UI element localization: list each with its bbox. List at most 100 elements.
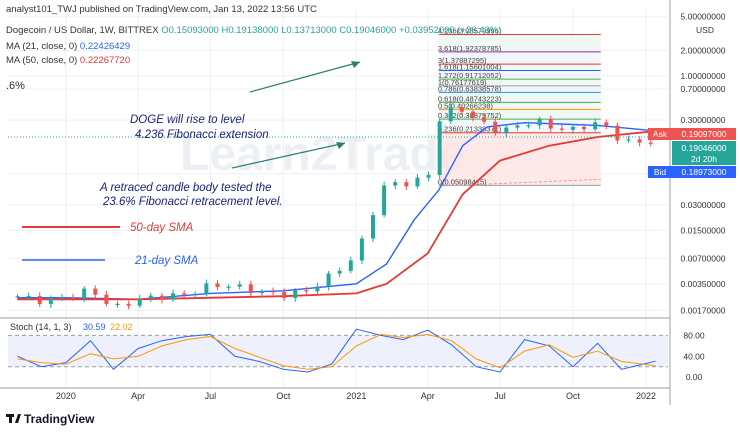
candle-body [59, 297, 64, 299]
fib-band [438, 102, 601, 110]
candle-body [15, 296, 20, 298]
candle-body [304, 290, 309, 292]
tradingview-brand: TradingView [24, 412, 95, 426]
candle-body [182, 293, 187, 295]
time-tick-label: Apr [131, 391, 145, 401]
candle-body [337, 270, 342, 274]
fib-level-label: 0.618(0.48743223) [438, 94, 502, 103]
last-price: 0.19046000 [682, 143, 727, 153]
candle-body [415, 177, 420, 187]
fib-level-label: 4.236(3.08579996) [438, 26, 502, 35]
price-tick-label: 0.70000000 [681, 84, 726, 94]
fib-level-label: 1.618(1.15601004) [438, 63, 502, 72]
time-tick-label: 2021 [346, 391, 366, 401]
grid-lines [8, 10, 668, 388]
candle-body [115, 303, 120, 305]
stochastic-panel: Stoch (14, 1, 3) 30.59 22.02 [8, 322, 668, 373]
candle-body [515, 125, 520, 128]
currency-label: USD [696, 25, 714, 35]
doge-arrow [249, 61, 361, 93]
fib-level-label: 0(0.05098415) [438, 177, 487, 186]
candle-body [315, 286, 320, 292]
price-tick-label: 1.00000000 [681, 71, 726, 81]
candle-body [159, 295, 164, 300]
fib-level-label: 3.618(1.92378785) [438, 44, 502, 53]
candle-body [426, 174, 431, 178]
price-tick-label: 0.01500000 [681, 225, 726, 235]
ma21-value: 0.22426429 [79, 41, 131, 52]
fib-level-label: 3(1.37887295) [438, 56, 487, 65]
candlesticks [15, 103, 653, 310]
ma21-label: MA (21, close, 0) [6, 41, 78, 52]
annotations: DOGE will rise to level 4.236 Fibonacci … [22, 61, 361, 267]
ask-label-box [648, 128, 672, 140]
candle-body [393, 182, 398, 186]
last-price-box [672, 141, 736, 165]
symbol-name: Dogecoin / US Dollar, 1W, BITTREX [6, 25, 159, 36]
fib-band [438, 92, 601, 103]
ma50-value: 0.22267720 [79, 55, 131, 66]
ma21-legend[interactable]: MA (21, close, 0) 0.22426429 [6, 41, 130, 52]
ma50-label: MA (50, close, 0) [6, 55, 78, 66]
fib-level-label: 0.786(0.63838578) [438, 84, 502, 93]
candle-body [526, 125, 531, 127]
candle-body [215, 283, 220, 288]
fib-band [438, 79, 601, 86]
symbol-ohlc: O0.15093000 H0.19138000 L0.13713000 C0.1… [161, 25, 502, 36]
fib-band [438, 51, 601, 65]
fib-trend-line [438, 178, 601, 187]
bar-countdown: 2d 20h [691, 154, 717, 164]
candle-body [126, 303, 131, 306]
time-axis: 2020 Apr Jul Oct 2021 Apr Jul Oct 2022 [56, 391, 656, 401]
candle-body [559, 128, 564, 130]
candle-body [137, 298, 142, 306]
candle-body [371, 215, 375, 239]
stoch-k-line [17, 328, 656, 373]
candle-body [359, 238, 364, 261]
candle-body [437, 121, 442, 175]
fib-band [438, 34, 601, 52]
candle-body [482, 117, 487, 122]
candle-body [404, 182, 409, 187]
stoch-tick-label: 0.00 [686, 372, 703, 382]
price-tick-label: 0.30000000 [681, 115, 726, 125]
price-tick-label: 0.03000000 [681, 200, 726, 210]
candle-body [293, 290, 298, 299]
time-tick-label: Jul [494, 391, 506, 401]
candle-body [71, 297, 76, 299]
ask-price-box [672, 128, 736, 140]
fib-band [438, 109, 601, 120]
candle-body [626, 139, 631, 141]
price-tick-label: 0.00350000 [681, 279, 726, 289]
doge-annotation-line1: DOGE will rise to level [130, 114, 245, 126]
time-tick-label: Oct [566, 391, 581, 401]
fib-level-label: 1(0.76177619) [438, 78, 487, 87]
bid-price: 0.18973000 [682, 167, 727, 177]
stoch-tick-label: 40.00 [683, 351, 705, 361]
candle-body [648, 142, 653, 144]
candle-body [382, 185, 387, 216]
candle-body [26, 296, 31, 298]
retrace-annotation-line2: 23.6% Fibonacci retracement level. [102, 196, 283, 208]
candle-body [604, 122, 609, 126]
stoch-d-line [17, 333, 656, 370]
candle-body [93, 288, 98, 295]
stoch-tick-label: 80.00 [683, 330, 705, 340]
fib-band [438, 70, 601, 80]
ma50-line [17, 130, 656, 301]
doge-arrow-head [351, 61, 360, 68]
stoch-label: Stoch (14, 1, 3) [10, 322, 72, 332]
candle-body [593, 122, 598, 130]
retrace-annotation-line1: A retraced candle body tested the [99, 182, 272, 194]
candle-body [548, 119, 553, 129]
candle-body [637, 139, 642, 143]
retrace-arrow-head [336, 142, 345, 149]
candle-body [282, 292, 287, 299]
stoch-band [8, 335, 668, 367]
stoch-axis: 80.00 40.00 0.00 [683, 330, 705, 382]
time-tick-label: 2022 [636, 391, 656, 401]
candle-body [582, 126, 587, 130]
bid-price-box [672, 166, 736, 178]
ma50-legend[interactable]: MA (50, close, 0) 0.22267720 [6, 55, 130, 66]
